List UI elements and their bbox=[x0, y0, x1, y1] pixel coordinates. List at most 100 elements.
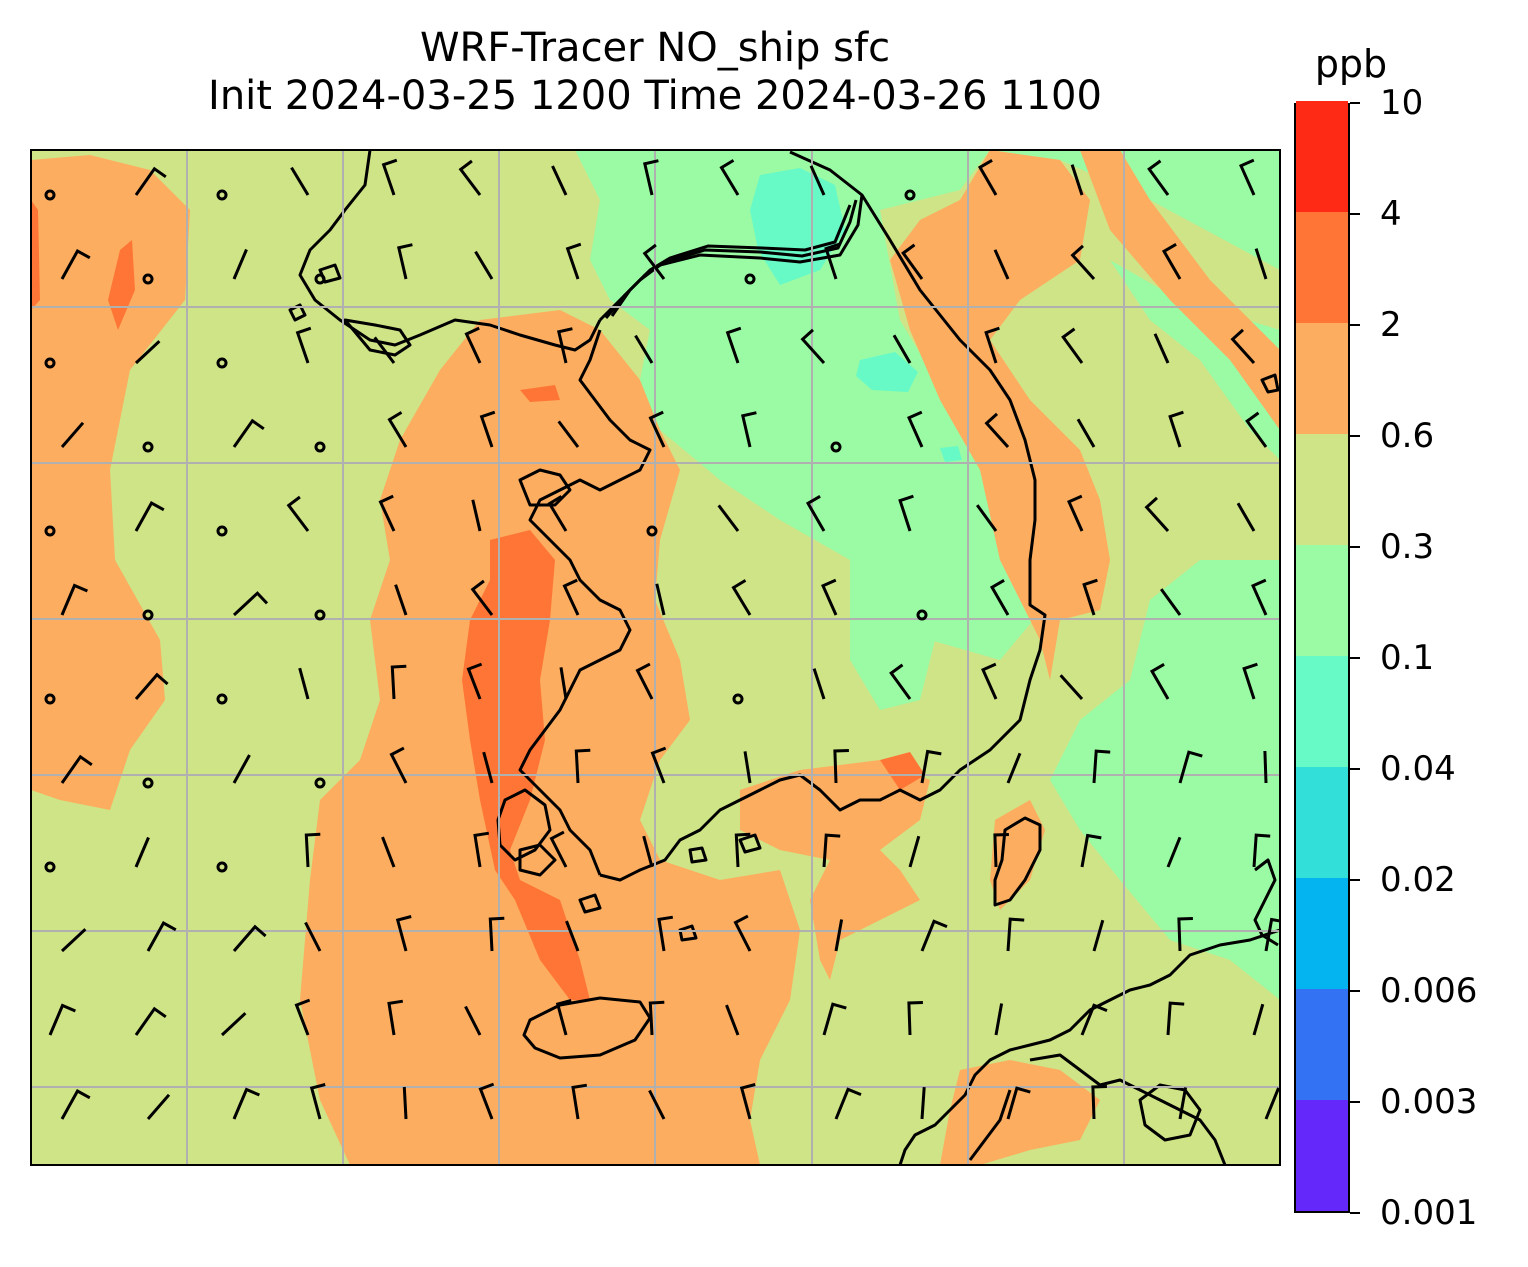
wind-barb bbox=[471, 499, 482, 532]
wind-barb bbox=[232, 248, 248, 280]
calm-wind-marker bbox=[142, 777, 154, 789]
wind-barb bbox=[373, 336, 396, 364]
wind-barb bbox=[648, 1000, 665, 1036]
calm-wind-marker bbox=[830, 441, 842, 453]
calm-wind-marker bbox=[314, 273, 326, 285]
wind-barb bbox=[134, 836, 150, 868]
wind-barb bbox=[397, 243, 413, 280]
colorbar-tick bbox=[1350, 768, 1360, 770]
wind-barb bbox=[717, 504, 740, 532]
colorbar-tick-label: 4 bbox=[1380, 194, 1402, 234]
colorbar-band bbox=[1296, 988, 1348, 1100]
wind-barb bbox=[989, 579, 1010, 616]
colorbar-band bbox=[1296, 877, 1348, 989]
elevated-concentration-regions bbox=[31, 150, 1280, 1165]
wind-barb bbox=[1144, 496, 1170, 533]
wind-barb bbox=[557, 327, 573, 364]
wind-barb bbox=[1059, 674, 1084, 701]
wind-barb bbox=[394, 584, 408, 616]
wind-barb bbox=[294, 998, 311, 1036]
calm-wind-marker bbox=[44, 525, 56, 537]
colorbar-band bbox=[1296, 766, 1348, 878]
wind-barb bbox=[984, 326, 1000, 364]
wind-barb bbox=[920, 1086, 926, 1120]
wind-barb bbox=[812, 668, 826, 700]
wind-barb bbox=[1082, 578, 1098, 616]
wind-barb bbox=[381, 158, 398, 196]
colorbar-tick-label: 0.3 bbox=[1380, 527, 1435, 567]
wind-barb bbox=[1061, 327, 1084, 364]
wind-barb bbox=[1178, 750, 1203, 784]
wind-barb bbox=[395, 915, 412, 952]
wind-barb bbox=[1168, 410, 1184, 448]
wind-barb bbox=[635, 662, 654, 700]
wind-barb bbox=[549, 830, 568, 868]
wind-barb bbox=[725, 1004, 740, 1036]
calm-wind-marker bbox=[732, 693, 744, 705]
coastlines bbox=[288, 150, 1280, 1165]
clean-air-regions bbox=[575, 150, 1280, 1000]
wind-barb bbox=[643, 159, 659, 196]
wind-barb bbox=[1251, 578, 1268, 616]
colorbar-band bbox=[1296, 544, 1348, 656]
wind-barb bbox=[387, 999, 404, 1036]
calm-wind-marker bbox=[142, 441, 154, 453]
wind-barb bbox=[390, 664, 407, 700]
wind-barb bbox=[1070, 164, 1084, 196]
wind-barb bbox=[559, 667, 568, 700]
wind-barb bbox=[993, 833, 1009, 868]
wind-barb bbox=[984, 412, 1010, 449]
wind-barb bbox=[650, 746, 667, 784]
calm-wind-marker bbox=[216, 525, 228, 537]
wind-barb bbox=[1070, 244, 1096, 281]
wind-barb bbox=[464, 326, 482, 364]
wind-barb bbox=[134, 166, 167, 196]
title-line-1: WRF-Tracer NO_ship sfc bbox=[419, 25, 891, 71]
wind-barb bbox=[642, 243, 666, 280]
wind-barb bbox=[134, 1006, 167, 1036]
wind-barb bbox=[822, 833, 841, 868]
calm-wind-marker bbox=[44, 693, 56, 705]
colorbar-tick-label: 0.006 bbox=[1380, 971, 1478, 1011]
wind-barb bbox=[557, 420, 580, 448]
wind-barb bbox=[907, 410, 924, 448]
wind-barb bbox=[655, 583, 666, 616]
calm-wind-marker bbox=[314, 609, 326, 621]
wind-barb bbox=[648, 1089, 666, 1120]
colorbar bbox=[1294, 100, 1350, 1213]
wind-barb bbox=[571, 1083, 588, 1120]
wind-barb bbox=[719, 159, 740, 196]
wind-barb bbox=[565, 920, 580, 952]
wind-barb bbox=[1006, 917, 1025, 952]
wind-barb bbox=[1242, 662, 1258, 700]
lat-lon-gridlines bbox=[31, 150, 1280, 1165]
colorbar-tick bbox=[1350, 324, 1360, 326]
colorbar-band bbox=[1296, 433, 1348, 545]
colorbar-tick bbox=[1350, 1212, 1360, 1214]
wind-barb bbox=[1159, 588, 1182, 616]
wind-barb bbox=[994, 1003, 1004, 1036]
colorbar-tick bbox=[1350, 879, 1360, 881]
wind-barb bbox=[146, 920, 177, 952]
calm-wind-marker bbox=[216, 693, 228, 705]
colorbar-tick bbox=[1350, 546, 1360, 548]
colorbar-tick-label: 0.02 bbox=[1380, 860, 1456, 900]
wind-barb bbox=[834, 1087, 862, 1120]
wind-barb bbox=[648, 410, 666, 448]
wind-barb bbox=[232, 418, 265, 448]
wind-barb bbox=[725, 326, 742, 364]
wind-barb bbox=[478, 1082, 495, 1120]
wind-barb bbox=[977, 159, 998, 196]
colorbar-band bbox=[1296, 211, 1348, 323]
colorbar-tick-label: 2 bbox=[1380, 305, 1402, 345]
wind-barb bbox=[479, 410, 496, 448]
colorbar-band bbox=[1296, 100, 1348, 212]
colorbar-tick bbox=[1350, 1101, 1360, 1103]
title-line-2: Init 2024-03-25 1200 Time 2024-03-26 110… bbox=[208, 73, 1102, 119]
wind-barb bbox=[1006, 752, 1022, 784]
wind-barb bbox=[733, 914, 752, 952]
calm-wind-marker bbox=[216, 861, 228, 873]
wind-barb bbox=[892, 334, 912, 364]
wind-barb bbox=[555, 999, 572, 1036]
